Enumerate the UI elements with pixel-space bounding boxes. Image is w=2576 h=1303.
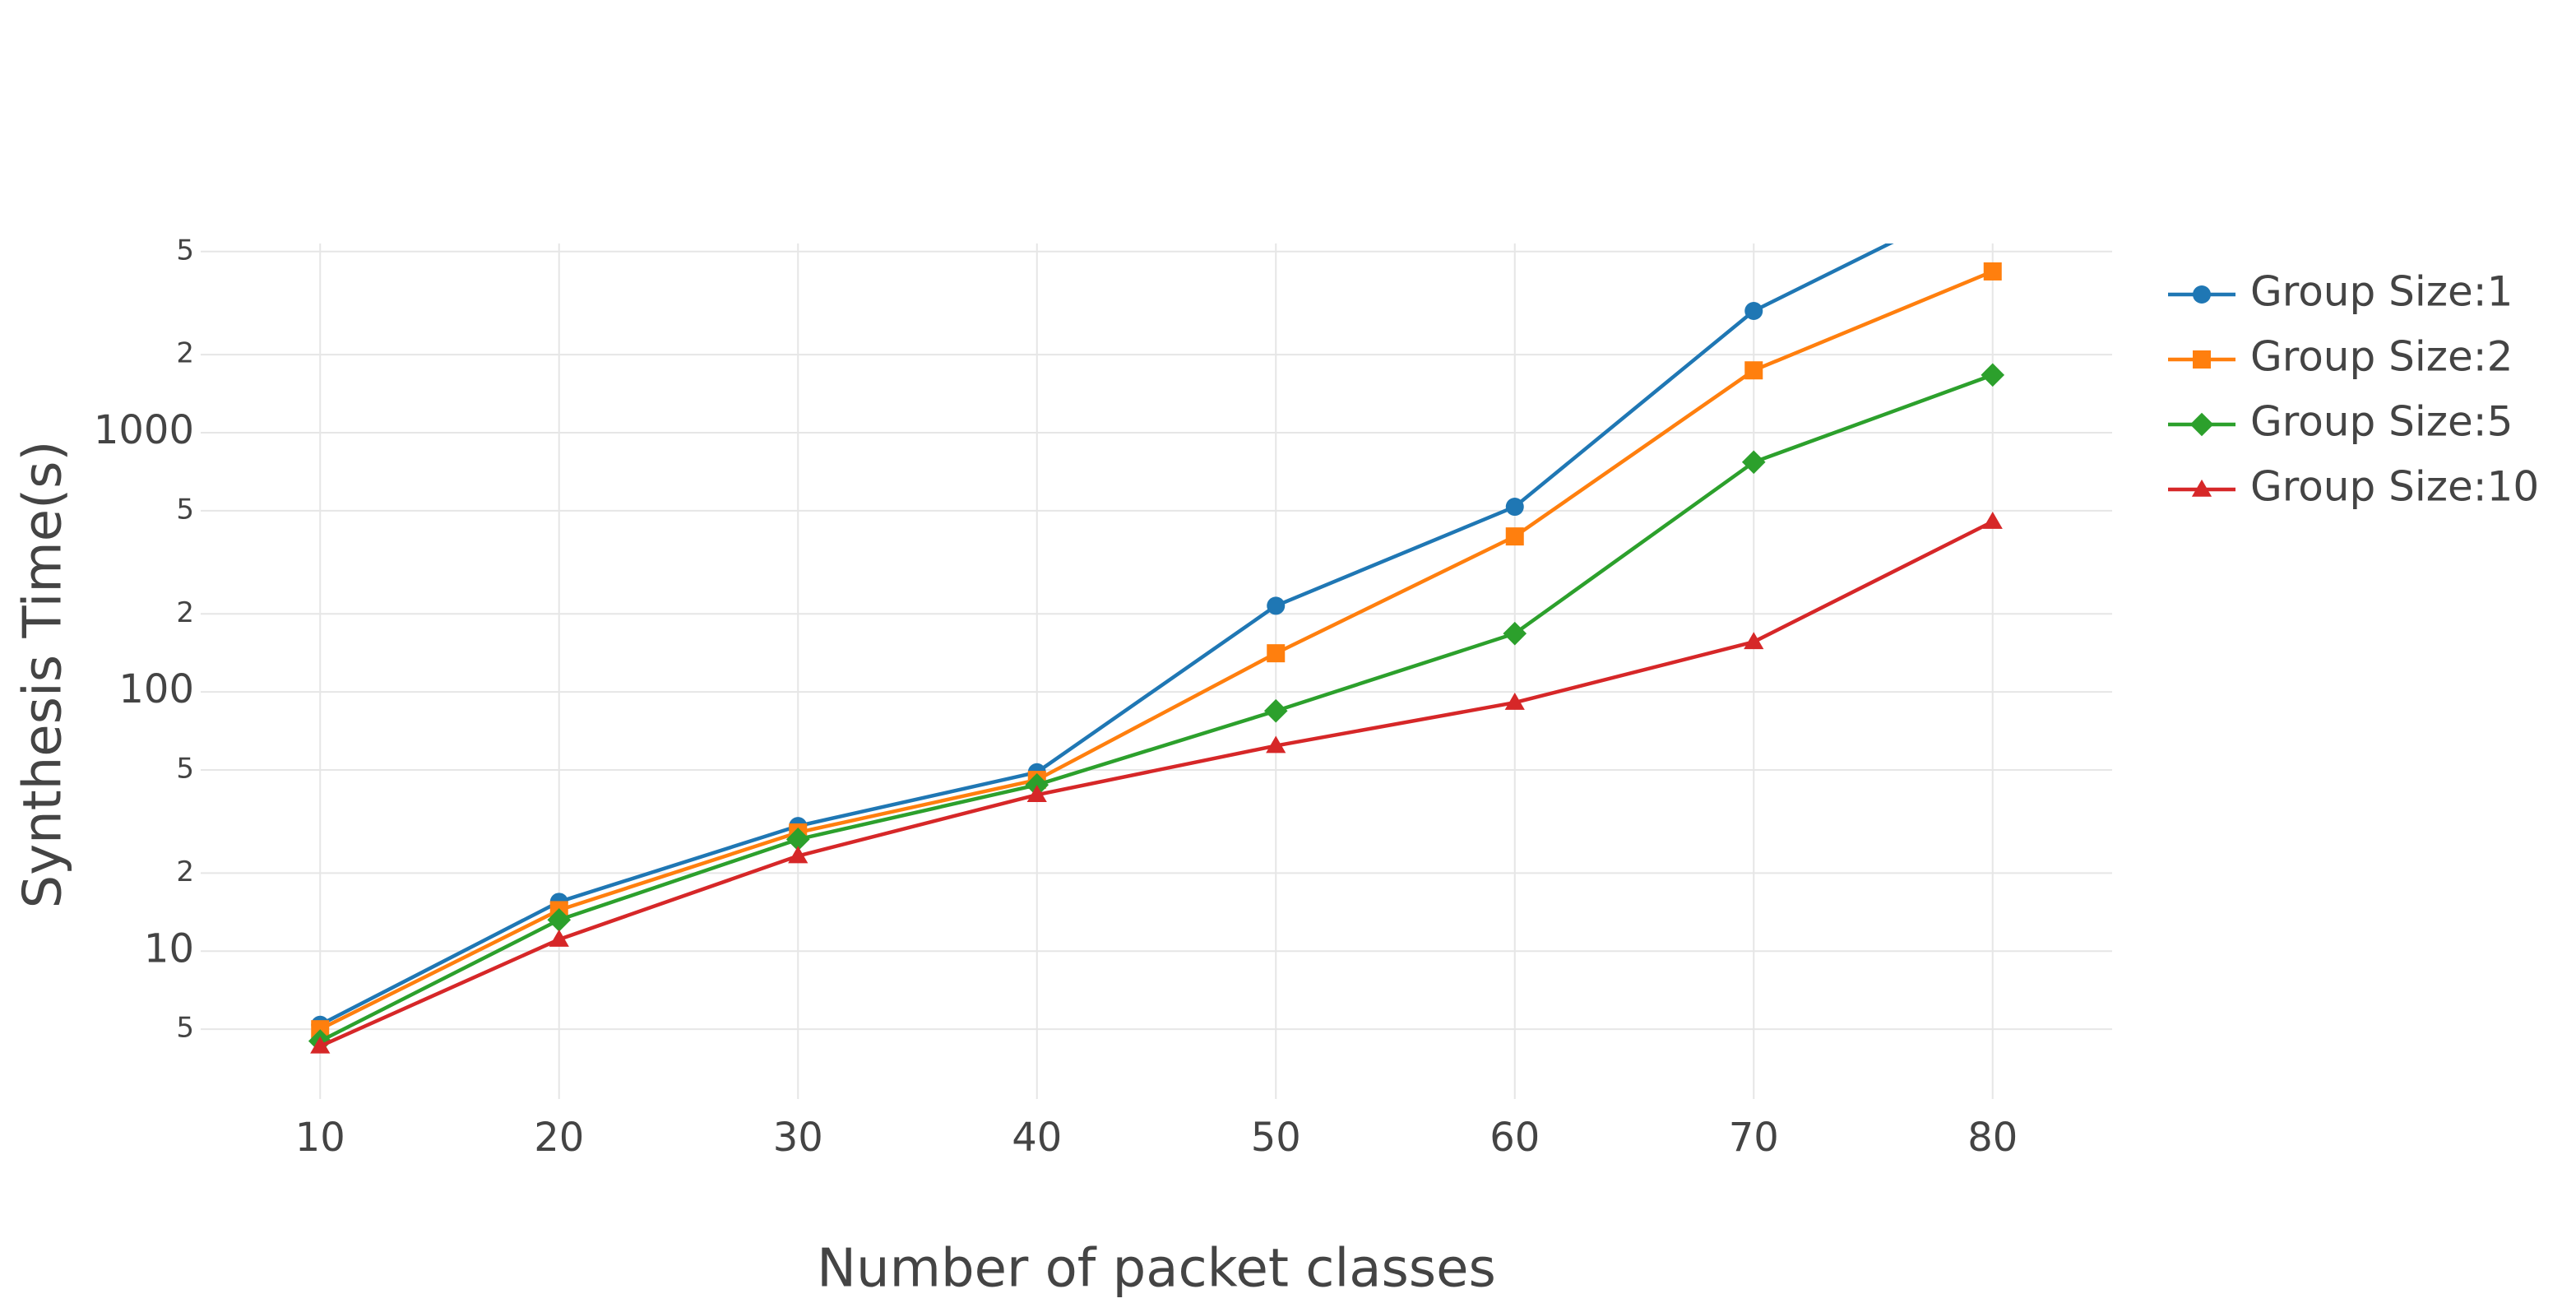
x-tick-label: 20 [534,1115,584,1161]
grid [201,243,2112,1099]
series-line [319,373,1994,1043]
marker [1504,692,1525,710]
legend-label: Group Size:10 [2250,463,2539,511]
marker [2189,412,2214,437]
marker [2193,350,2211,369]
marker [1505,527,1524,546]
x-tick-label: 50 [1251,1115,1301,1161]
marker [1744,361,1763,380]
x-axis-title: Number of packet classes [817,1239,1496,1300]
y-tick-label: 2 [176,596,194,629]
x-tick-label: 10 [295,1115,345,1161]
marker [311,1020,330,1039]
x-tick-label: 30 [773,1115,823,1161]
legend-label: Group Size:5 [2250,398,2513,446]
marker [1982,512,2003,529]
marker [1503,621,1527,646]
legend-label: Group Size:1 [2250,268,2513,316]
y-axis-title: Synthesis Time(s) [13,441,74,909]
y-tick-label: 10 [144,925,194,971]
series-line [319,269,1994,1032]
x-tick-label: 40 [1012,1115,1062,1161]
marker [1266,735,1286,754]
marker [1267,644,1286,663]
marker [1983,262,2002,281]
marker [788,846,808,864]
legend-label: Group Size:2 [2250,333,2513,381]
marker [310,1036,331,1054]
marker [1984,183,2002,202]
plot-area [308,183,2005,1054]
series-line [319,243,1894,1027]
marker [1744,632,1764,650]
y-tick-label: 5 [176,234,194,267]
series-line [319,520,1994,1048]
marker [1026,785,1047,803]
marker [1267,596,1286,615]
marker [2193,285,2211,304]
marker [1744,301,1763,320]
marker [1741,450,1766,475]
marker [1505,498,1524,517]
marker [547,908,572,932]
x-tick-label: 70 [1729,1115,1779,1161]
marker [549,929,569,947]
y-tick-label: 5 [176,753,194,786]
y-tick-label: 2 [176,337,194,370]
marker [785,828,810,851]
x-tick-label: 80 [1967,1115,2018,1161]
y-tick-label: 100 [118,666,194,712]
x-tick-label: 60 [1490,1115,1540,1161]
marker [1981,363,2005,387]
y-tick-label: 5 [176,1012,194,1045]
y-tick-label: 5 [176,493,194,526]
marker [1263,698,1288,723]
y-tick-label: 2 [176,856,194,888]
marker [2191,479,2212,497]
y-tick-label: 1000 [94,407,194,453]
